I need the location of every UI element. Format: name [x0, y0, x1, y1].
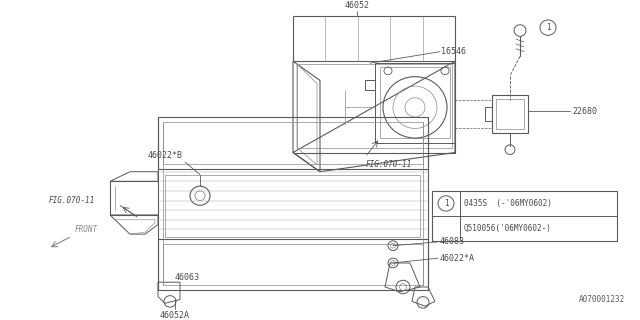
Text: FRONT: FRONT	[75, 225, 98, 234]
Text: 46063: 46063	[175, 273, 200, 282]
Text: 46022*B: 46022*B	[148, 151, 183, 160]
Text: 46052A: 46052A	[160, 311, 190, 320]
Text: 1: 1	[444, 199, 448, 208]
Text: 16546: 16546	[441, 47, 466, 56]
Text: 46083: 46083	[440, 237, 465, 246]
Text: 46022*A: 46022*A	[440, 254, 475, 263]
Text: 0435S  (-'06MY0602): 0435S (-'06MY0602)	[464, 199, 552, 208]
Bar	[432, 191, 617, 241]
Text: Q510056('06MY0602-): Q510056('06MY0602-)	[464, 224, 552, 233]
Text: 22680: 22680	[572, 107, 597, 116]
Text: A070001232: A070001232	[579, 295, 625, 304]
Text: 1: 1	[546, 23, 550, 32]
Text: FIG.070-11: FIG.070-11	[49, 196, 95, 205]
Text: FIG.070-11: FIG.070-11	[366, 160, 412, 169]
Text: 46052: 46052	[344, 1, 369, 10]
